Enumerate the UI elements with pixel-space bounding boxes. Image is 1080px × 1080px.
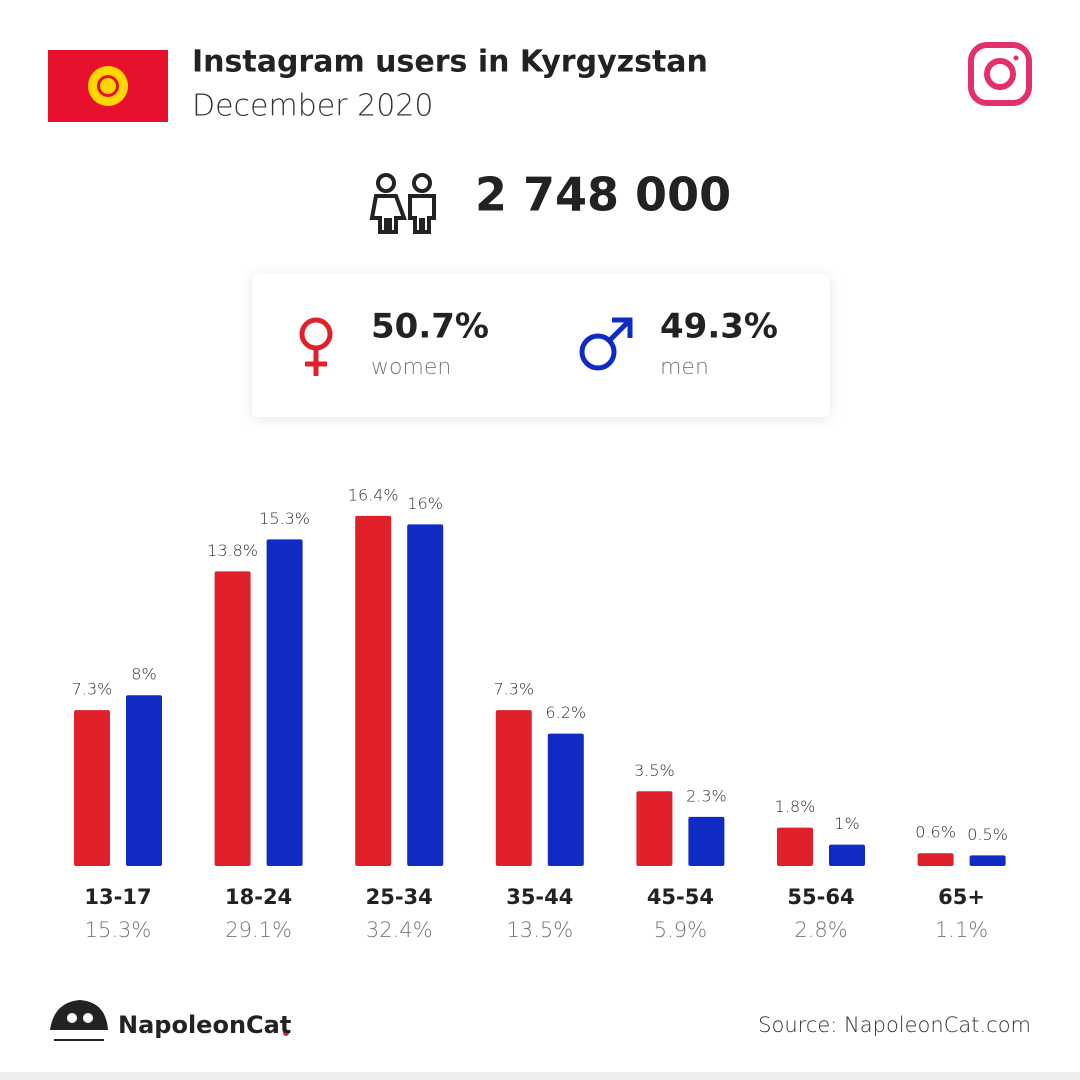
- value-label: 1.8%: [775, 797, 816, 816]
- value-label: 0.5%: [967, 825, 1008, 844]
- value-label: 0.6%: [915, 823, 956, 842]
- value-label: 6.2%: [545, 703, 586, 722]
- value-label: 15.3%: [259, 509, 310, 528]
- category-total: 29.1%: [225, 918, 292, 942]
- category-label: 65+: [938, 885, 985, 909]
- category-total: 15.3%: [85, 918, 152, 942]
- bar: [355, 515, 392, 866]
- bottom-strip: [0, 1072, 1080, 1080]
- value-label: 7.3%: [493, 680, 534, 699]
- subtitle: December 2020: [192, 89, 433, 124]
- category-label: 45-54: [647, 885, 714, 909]
- people-icon: [369, 173, 436, 234]
- value-label: 16%: [407, 494, 443, 513]
- value-label: 13.8%: [207, 541, 258, 560]
- category-label: 13-17: [84, 885, 151, 909]
- category-label: 35-44: [506, 885, 573, 909]
- category-total: 2.8%: [794, 918, 847, 942]
- category-label: 18-24: [225, 885, 292, 909]
- flag: [48, 50, 168, 122]
- category-total: 32.4%: [366, 918, 433, 942]
- bar: [407, 524, 444, 866]
- value-label: 8%: [131, 665, 156, 684]
- category-total: 5.9%: [654, 918, 707, 942]
- bar: [969, 855, 1006, 866]
- category-total: 1.1%: [935, 918, 988, 942]
- men-share: 49.3%: [660, 307, 778, 347]
- value-label: 16.4%: [348, 485, 399, 504]
- category-label: 25-34: [366, 885, 433, 909]
- brand-name: NapoleonCat: [118, 1011, 291, 1039]
- bar: [636, 791, 673, 866]
- brand-logo: [50, 1000, 289, 1041]
- bar: [74, 710, 110, 866]
- bar: [126, 695, 162, 866]
- value-label: 2.3%: [686, 786, 727, 805]
- value-label: 7.3%: [72, 680, 113, 699]
- bar: [688, 816, 725, 866]
- male-symbol: [579, 317, 633, 371]
- gender-card: [252, 274, 830, 417]
- bar: [495, 710, 532, 866]
- women-label: women: [371, 355, 451, 380]
- value-label: 1%: [834, 814, 859, 833]
- men-label: men: [660, 355, 709, 380]
- source: Source: NapoleonCat.com: [758, 1013, 1031, 1037]
- total-users: 2 748 000: [475, 168, 731, 222]
- category-label: 55-64: [787, 885, 854, 909]
- bar: [777, 827, 813, 866]
- bar: [829, 844, 865, 866]
- bar: [214, 571, 251, 866]
- bar: [917, 853, 954, 866]
- bar: [266, 539, 303, 866]
- title: Instagram users in Kyrgyzstan: [192, 45, 708, 80]
- category-total: 13.5%: [506, 918, 573, 942]
- value-label: 3.5%: [634, 761, 675, 780]
- bar: [547, 733, 584, 866]
- female-symbol: [299, 317, 333, 376]
- instagram-icon: [968, 42, 1032, 106]
- women-share: 50.7%: [371, 307, 489, 347]
